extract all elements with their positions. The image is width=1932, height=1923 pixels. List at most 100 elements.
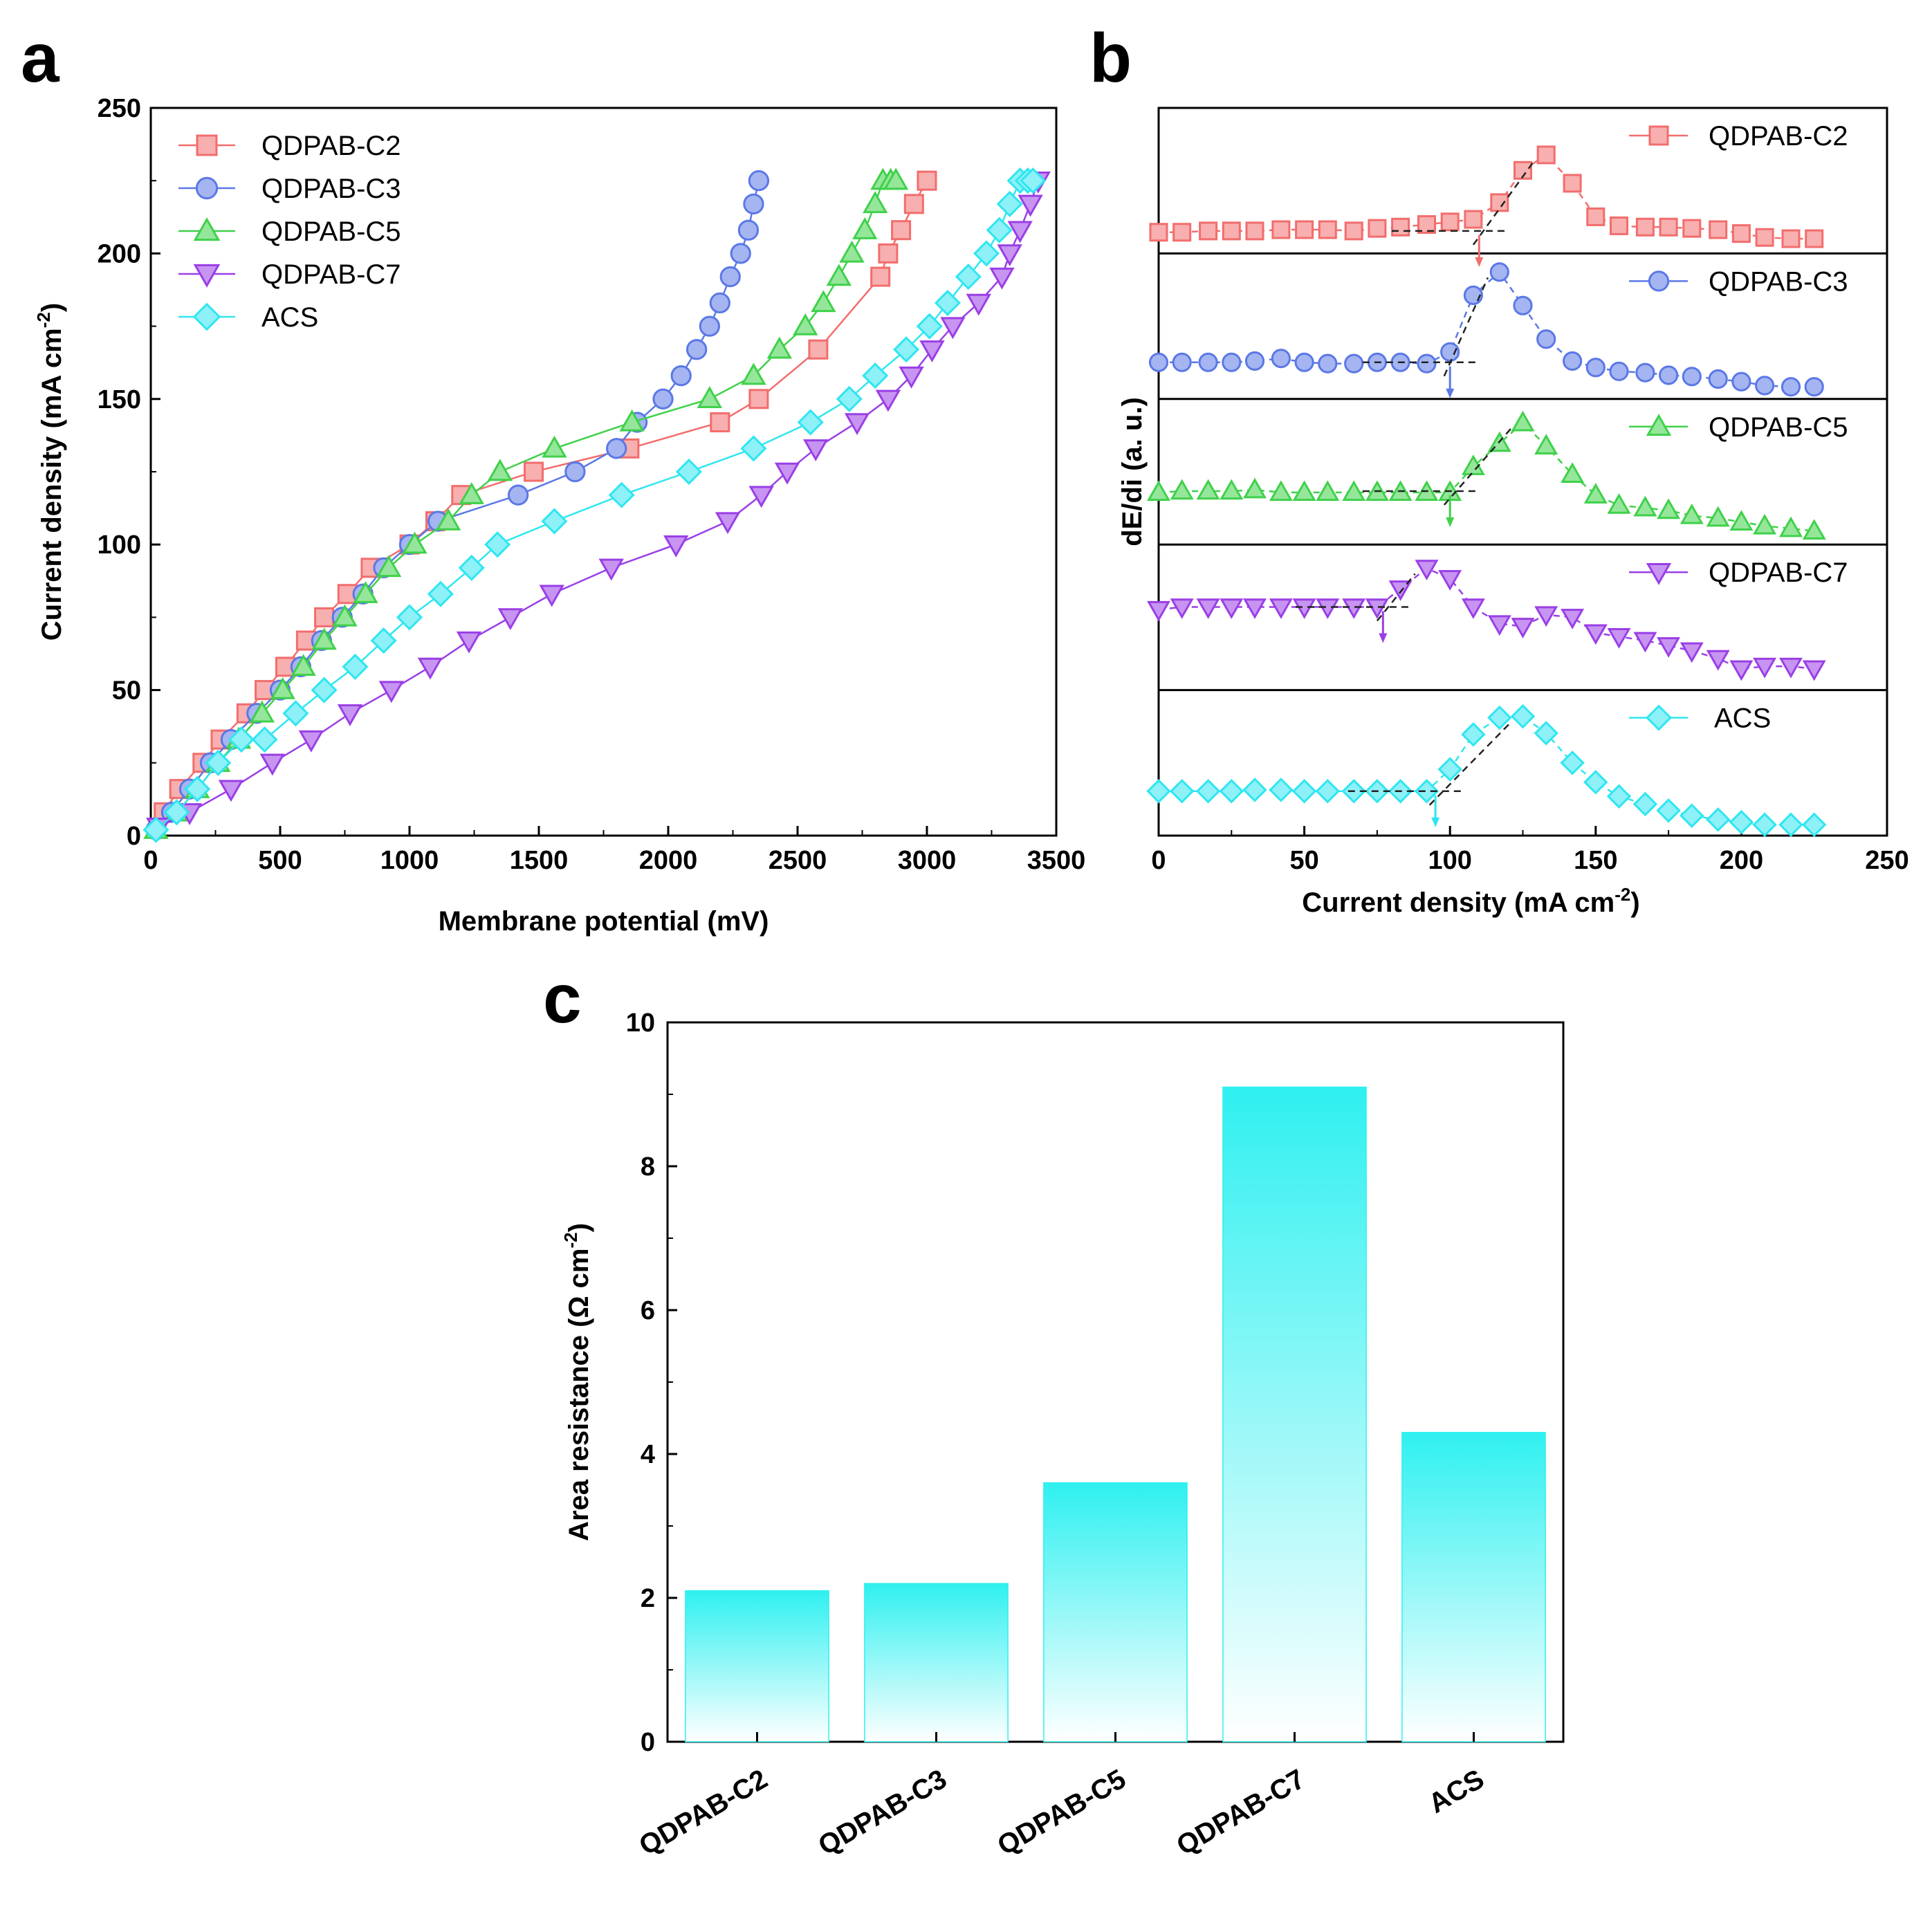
data-point	[1802, 519, 1826, 540]
data-point	[1561, 609, 1585, 629]
x-tick-label: 2500	[769, 846, 827, 875]
data-point	[1243, 477, 1267, 499]
data-point	[1220, 479, 1244, 500]
data-point	[836, 385, 863, 412]
data-point	[311, 627, 337, 650]
data-point	[619, 409, 645, 432]
data-point	[766, 336, 793, 359]
data-point	[1245, 221, 1264, 241]
data-point	[1781, 377, 1801, 397]
data-point	[1438, 570, 1462, 591]
data-point	[564, 461, 586, 483]
data-point	[839, 240, 865, 263]
data-point	[228, 726, 255, 753]
data-point	[986, 217, 1013, 243]
data-point	[1680, 503, 1704, 524]
x-tick-label: QDPAB-C7	[1172, 1764, 1310, 1861]
chart-panel-c: 0 2 4 6 8 10 Area resistance (Ω cm-2) QDPAB-C2 Q…	[560, 1009, 1565, 1861]
x-tick-label: 100	[1428, 846, 1471, 875]
data-point	[497, 608, 524, 631]
y-tick-label: 2	[641, 1584, 655, 1613]
data-point	[1342, 480, 1366, 502]
limiting-current-arrowhead	[1446, 388, 1455, 398]
series-ACS: ACS	[1146, 703, 1827, 837]
y-tick-label: 0	[127, 822, 141, 851]
data-point	[539, 585, 564, 607]
data-point	[1222, 352, 1242, 372]
x-tick-label: QDPAB-C2	[634, 1764, 773, 1861]
data-point	[507, 484, 529, 506]
data-point	[1606, 784, 1632, 809]
data-point	[917, 170, 937, 191]
series-QDPAB-C2: QDPAB-C2	[1149, 121, 1848, 267]
bar-QDPAB-C7	[1222, 1086, 1367, 1742]
data-point	[1147, 600, 1170, 622]
data-point	[1585, 358, 1606, 378]
data-point	[1680, 803, 1704, 828]
data-point	[1706, 650, 1730, 671]
data-point	[1729, 510, 1754, 531]
x-tick-label: 500	[258, 846, 302, 875]
data-point	[1243, 598, 1267, 619]
data-point	[862, 362, 889, 389]
legend-marker	[1645, 704, 1673, 731]
data-point	[1729, 809, 1754, 835]
data-point	[311, 677, 338, 703]
data-point	[919, 340, 945, 362]
data-point	[1657, 637, 1681, 658]
data-point	[1170, 479, 1194, 500]
tangent-line	[1443, 277, 1489, 377]
data-point	[542, 435, 567, 458]
data-point	[1682, 219, 1702, 238]
data-point	[1802, 660, 1826, 681]
legend-label: QDPAB-C5	[1709, 412, 1848, 443]
data-point	[1755, 228, 1774, 247]
data-point	[686, 339, 708, 360]
y-axis-title: dE/di (a. u.)	[1117, 397, 1148, 546]
data-point	[524, 461, 544, 482]
limiting-current-arrowhead	[1379, 633, 1388, 643]
data-point	[1219, 779, 1244, 804]
data-point	[259, 753, 285, 776]
data-point	[737, 219, 760, 241]
data-point	[1632, 791, 1658, 817]
data-point	[1269, 480, 1293, 502]
data-point	[1018, 194, 1043, 217]
data-point	[1316, 480, 1340, 502]
y-tick-label: 6	[641, 1296, 655, 1325]
data-point	[1534, 434, 1558, 455]
data-point	[1779, 657, 1803, 679]
data-point	[1633, 632, 1657, 653]
data-point	[1196, 598, 1220, 619]
data-point	[870, 266, 891, 287]
data-point	[997, 244, 1022, 267]
x-tick-label: 1500	[510, 846, 569, 875]
data-point	[1440, 212, 1460, 232]
tangent-line	[1443, 427, 1512, 506]
legend-marker	[196, 134, 218, 156]
legend-label: QDPAB-C3	[261, 174, 401, 204]
data-point	[1417, 215, 1437, 234]
data-point	[1801, 812, 1827, 837]
data-point	[1563, 174, 1582, 193]
data-point	[598, 558, 624, 581]
data-point	[435, 508, 461, 531]
data-point	[487, 459, 513, 481]
data-point	[808, 339, 829, 360]
data-point	[1391, 217, 1410, 237]
x-tick-label: 0	[143, 846, 158, 875]
data-point	[1682, 367, 1702, 387]
legend-marker	[192, 302, 221, 331]
data-point	[376, 555, 402, 578]
data-point	[1291, 779, 1317, 804]
y-tick-label: 50	[112, 677, 141, 706]
data-point	[1269, 598, 1293, 619]
legend-label: QDPAB-C2	[1709, 121, 1848, 151]
data-point	[1172, 223, 1192, 242]
legend-label: QDPAB-C5	[261, 217, 401, 247]
data-point	[251, 726, 278, 753]
x-tick-label: 50	[1289, 846, 1318, 875]
data-point	[748, 486, 774, 508]
data-point	[899, 366, 924, 389]
data-point	[484, 531, 511, 558]
